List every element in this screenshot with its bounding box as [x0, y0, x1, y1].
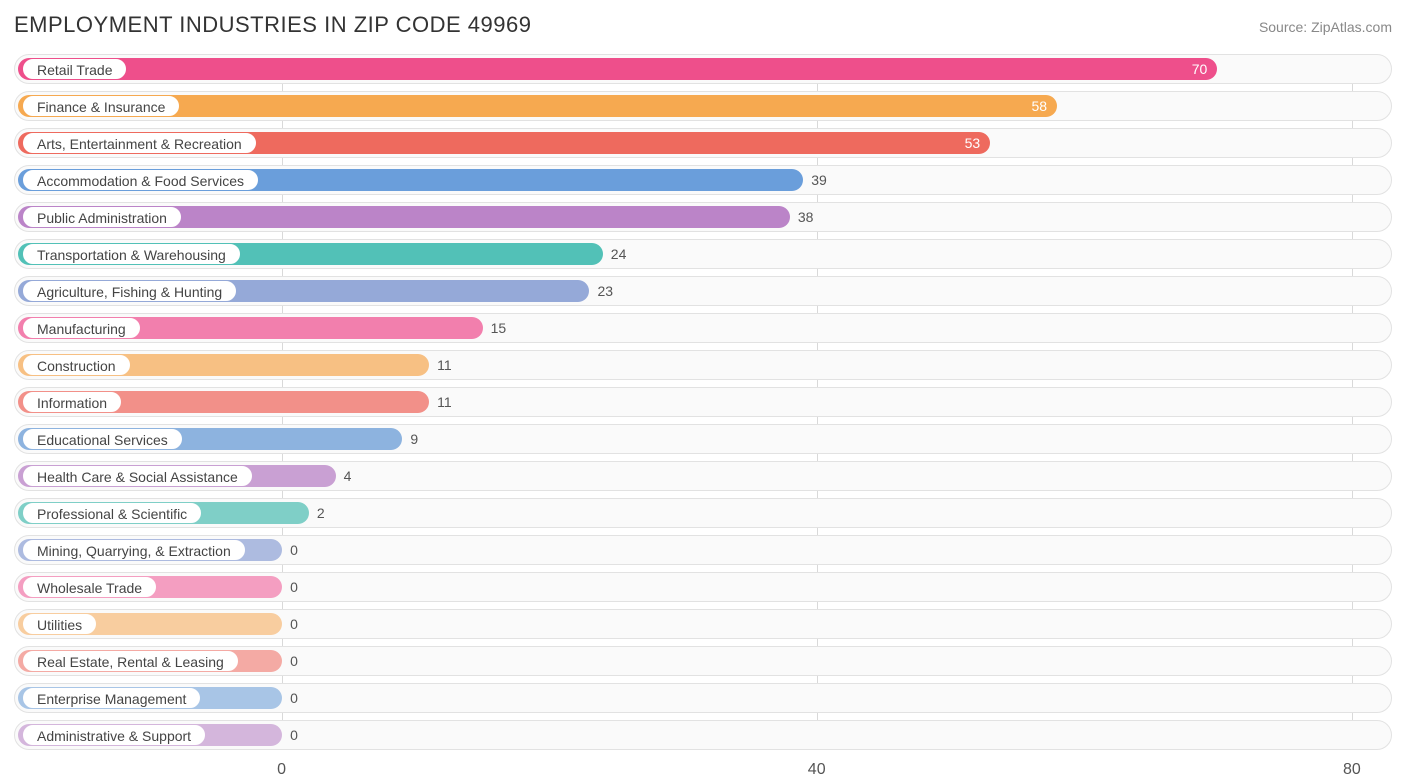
bar-row: 11 Information: [14, 387, 1392, 417]
bar-value: 0: [290, 690, 298, 706]
bar-row: 24 Transportation & Warehousing: [14, 239, 1392, 269]
bar-row: 15 Manufacturing: [14, 313, 1392, 343]
bar-row: 38 Public Administration: [14, 202, 1392, 232]
category-label: Utilities: [22, 613, 97, 635]
category-label: Transportation & Warehousing: [22, 243, 241, 265]
bar-value: 0: [290, 616, 298, 632]
category-label: Professional & Scientific: [22, 502, 202, 524]
bar-value: 0: [290, 579, 298, 595]
bar-value: 11: [437, 394, 452, 410]
bar-value: 2: [317, 505, 325, 521]
chart-header: EMPLOYMENT INDUSTRIES IN ZIP CODE 49969 …: [14, 12, 1392, 38]
bar-value: 53: [965, 135, 981, 151]
bar-row: 0 Real Estate, Rental & Leasing: [14, 646, 1392, 676]
bar-row: 0 Wholesale Trade: [14, 572, 1392, 602]
bar-value: 9: [410, 431, 418, 447]
bar-value: 0: [290, 727, 298, 743]
bar-row: 53 Arts, Entertainment & Recreation: [14, 128, 1392, 158]
bar-row: 0 Mining, Quarrying, & Extraction: [14, 535, 1392, 565]
chart-title: EMPLOYMENT INDUSTRIES IN ZIP CODE 49969: [14, 12, 532, 38]
bar-row: 0 Administrative & Support: [14, 720, 1392, 750]
x-axis: 0 40 80: [14, 757, 1392, 783]
bar-row: 11 Construction: [14, 350, 1392, 380]
bars-container: 70 Retail Trade 58 Finance & Insurance 53 Art…: [14, 54, 1392, 750]
category-label: Retail Trade: [22, 58, 127, 80]
x-tick-label: 40: [808, 761, 826, 779]
category-label: Wholesale Trade: [22, 576, 157, 598]
bar-value: 0: [290, 653, 298, 669]
bar-row: 58 Finance & Insurance: [14, 91, 1392, 121]
bar-row: 0 Utilities: [14, 609, 1392, 639]
chart-area: 70 Retail Trade 58 Finance & Insurance 53 Art…: [14, 54, 1392, 783]
chart-source: Source: ZipAtlas.com: [1259, 19, 1392, 35]
bar-row: 0 Enterprise Management: [14, 683, 1392, 713]
bar-row: 70 Retail Trade: [14, 54, 1392, 84]
category-label: Finance & Insurance: [22, 95, 180, 117]
category-label: Mining, Quarrying, & Extraction: [22, 539, 246, 561]
category-label: Manufacturing: [22, 317, 141, 339]
bar-row: 2 Professional & Scientific: [14, 498, 1392, 528]
bar-value: 15: [491, 320, 507, 336]
category-label: Arts, Entertainment & Recreation: [22, 132, 257, 154]
bar-value: 0: [290, 542, 298, 558]
category-label: Health Care & Social Assistance: [22, 465, 253, 487]
category-label: Enterprise Management: [22, 687, 201, 709]
bar-row: 4 Health Care & Social Assistance: [14, 461, 1392, 491]
bar-value: 11: [437, 357, 452, 373]
bar-row: 9 Educational Services: [14, 424, 1392, 454]
bar-value: 24: [611, 246, 627, 262]
category-label: Administrative & Support: [22, 724, 206, 746]
bar-row: 39 Accommodation & Food Services: [14, 165, 1392, 195]
category-label: Educational Services: [22, 428, 183, 450]
category-label: Accommodation & Food Services: [22, 169, 259, 191]
bar-value: 70: [1192, 61, 1208, 77]
x-tick-label: 0: [277, 761, 286, 779]
bar-value: 58: [1031, 98, 1047, 114]
bar-value: 23: [597, 283, 613, 299]
bar-row: 23 Agriculture, Fishing & Hunting: [14, 276, 1392, 306]
category-label: Public Administration: [22, 206, 182, 228]
bar-value: 4: [344, 468, 352, 484]
x-tick-label: 80: [1343, 761, 1361, 779]
category-label: Information: [22, 391, 122, 413]
category-label: Real Estate, Rental & Leasing: [22, 650, 239, 672]
bar-value: 39: [811, 172, 827, 188]
category-label: Agriculture, Fishing & Hunting: [22, 280, 237, 302]
category-label: Construction: [22, 354, 131, 376]
bar-fill: 70: [18, 58, 1217, 80]
bar-value: 38: [798, 209, 814, 225]
